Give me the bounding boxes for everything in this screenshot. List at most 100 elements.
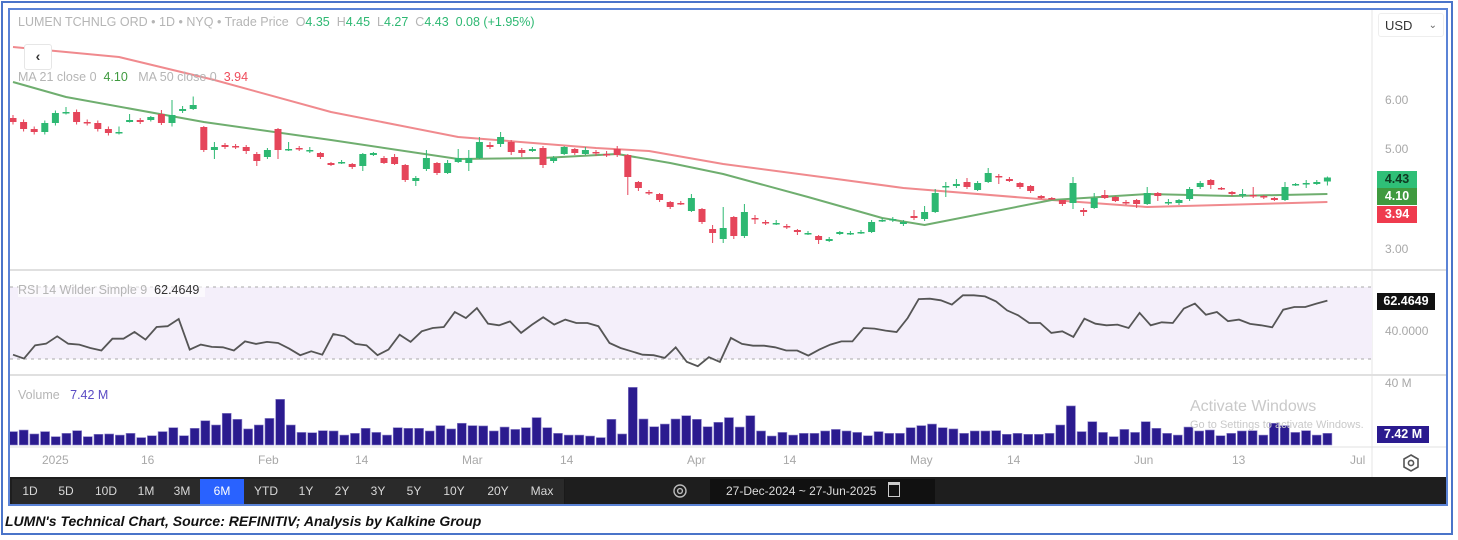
candle-up bbox=[475, 142, 483, 158]
volume-bar bbox=[253, 424, 264, 446]
date-tick: 14 bbox=[1007, 453, 1021, 467]
volume-bar bbox=[446, 428, 456, 446]
volume-bar bbox=[50, 436, 61, 446]
range-button-5y[interactable]: 5Y bbox=[396, 479, 433, 504]
range-button-3y[interactable]: 3Y bbox=[360, 479, 397, 504]
candle-down bbox=[391, 157, 399, 164]
range-toolbar: 1D 5D 10D 1M 3M 6M YTD 1Y 2Y 3Y 5Y 10Y 20Y Max 27-Dec… bbox=[10, 477, 1446, 504]
volume-bar bbox=[563, 434, 574, 446]
volume-bar bbox=[414, 428, 424, 446]
volume-bar bbox=[1258, 434, 1269, 446]
range-button-5d[interactable]: 5D bbox=[48, 479, 85, 504]
candle-down bbox=[253, 154, 261, 161]
candle-up bbox=[422, 158, 430, 169]
volume-bar bbox=[296, 432, 307, 446]
candle-down bbox=[1037, 196, 1045, 198]
volume-bar bbox=[702, 426, 713, 446]
range-button-1y[interactable]: 1Y bbox=[288, 479, 325, 504]
volume-bar bbox=[61, 433, 72, 446]
candle-down bbox=[221, 145, 229, 147]
figure-caption: LUMN's Technical Chart, Source: REFINITI… bbox=[5, 513, 482, 529]
change-value: 0.08 (+1.95%) bbox=[455, 15, 535, 29]
volume-bar bbox=[104, 433, 114, 446]
chevron-down-icon: ⌄ bbox=[1428, 20, 1437, 31]
volume-bar bbox=[168, 427, 179, 446]
candle-up bbox=[581, 150, 589, 154]
candle-down bbox=[1217, 188, 1225, 190]
candle-down bbox=[1016, 183, 1024, 187]
volume-bar bbox=[211, 424, 221, 446]
candle-down bbox=[666, 202, 674, 207]
volume-bar bbox=[1002, 433, 1012, 446]
last-price-tag: 4.43 bbox=[1377, 171, 1417, 188]
volume-bar bbox=[1226, 433, 1237, 446]
range-button-1m[interactable]: 1M bbox=[128, 479, 165, 504]
volume-bar bbox=[531, 417, 542, 446]
currency-dropdown[interactable]: USD ⌄ bbox=[1378, 13, 1444, 37]
range-button-1d[interactable]: 1D bbox=[12, 479, 49, 504]
candle-up bbox=[857, 232, 865, 234]
volume-bar bbox=[1172, 434, 1183, 446]
date-separator: ~ bbox=[798, 484, 806, 498]
candle-down bbox=[1080, 210, 1088, 212]
candle-up bbox=[921, 212, 929, 219]
candle-up bbox=[889, 219, 897, 221]
range-button-2y[interactable]: 2Y bbox=[324, 479, 361, 504]
range-button-10d[interactable]: 10D bbox=[84, 479, 129, 504]
separator: • bbox=[151, 15, 156, 29]
candle-up bbox=[1175, 200, 1183, 203]
candle-up bbox=[740, 212, 748, 236]
price-type: Trade Price bbox=[224, 15, 289, 29]
date-tick: 14 bbox=[355, 453, 369, 467]
volume-bar bbox=[1237, 430, 1247, 446]
candle-up bbox=[687, 198, 695, 211]
range-button-ytd[interactable]: YTD bbox=[244, 479, 289, 504]
range-button-3m[interactable]: 3M bbox=[164, 479, 201, 504]
range-button-6m[interactable]: 6M bbox=[200, 479, 245, 504]
candle-down bbox=[634, 182, 642, 188]
chart-window: LUMEN TCHNLG ORD • 1D • NYQ • Trade Pric… bbox=[8, 8, 1448, 506]
volume-bar bbox=[286, 424, 296, 446]
volume-bar bbox=[670, 418, 681, 446]
volume-bar bbox=[10, 431, 18, 446]
candle-up bbox=[412, 178, 420, 181]
candle-up bbox=[952, 184, 960, 186]
volume-bar bbox=[1215, 435, 1226, 446]
close-value: 4.43 bbox=[424, 15, 449, 29]
hexagon-settings-icon[interactable] bbox=[1402, 454, 1420, 472]
candle-up bbox=[41, 123, 49, 132]
volume-bar bbox=[649, 426, 659, 446]
calendar-icon[interactable] bbox=[887, 482, 900, 497]
open-label: O bbox=[295, 15, 306, 29]
range-button-10y[interactable]: 10Y bbox=[432, 479, 477, 504]
volume-bar bbox=[136, 437, 147, 446]
collapse-legend-button[interactable]: ‹ bbox=[24, 44, 52, 70]
chart-canvas[interactable] bbox=[10, 10, 1448, 506]
volume-bar bbox=[243, 428, 253, 446]
volume-bar bbox=[29, 433, 40, 446]
low-label: L bbox=[377, 15, 384, 29]
volume-bar bbox=[692, 419, 702, 446]
candle-up bbox=[147, 117, 155, 120]
volume-bar bbox=[403, 428, 414, 446]
volume-bar bbox=[521, 427, 531, 446]
candle-down bbox=[1154, 193, 1162, 196]
range-button-20y[interactable]: 20Y bbox=[476, 479, 521, 504]
volume-bar bbox=[371, 432, 382, 446]
volume-bar bbox=[40, 431, 50, 446]
volume-bar bbox=[1012, 433, 1023, 446]
volume-bar bbox=[638, 418, 649, 446]
candle-down bbox=[1048, 198, 1056, 200]
candle-down bbox=[730, 217, 738, 236]
range-button-max[interactable]: Max bbox=[520, 479, 565, 504]
candle-up bbox=[263, 150, 271, 157]
candle-down bbox=[10, 118, 17, 122]
volume-bar bbox=[83, 436, 93, 446]
volume-bar bbox=[617, 433, 627, 446]
gear-icon[interactable] bbox=[672, 483, 688, 499]
date-range-picker[interactable]: 27-Dec-2024 ~ 27-Jun-2025 bbox=[710, 479, 935, 504]
rsi-line bbox=[12, 294, 1328, 368]
rsi-value: 62.4649 bbox=[154, 283, 200, 297]
high-value: 4.45 bbox=[345, 15, 371, 29]
rsi-value-tag: 62.4649 bbox=[1377, 293, 1435, 310]
